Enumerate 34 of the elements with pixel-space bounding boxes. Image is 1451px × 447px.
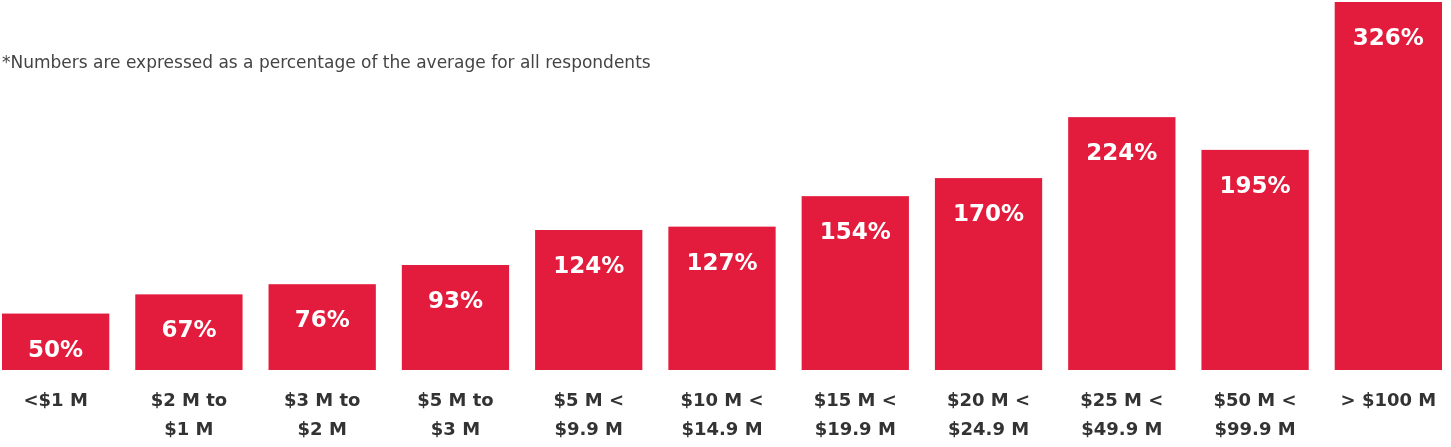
x-tick-label: $50 M < $99.9 M bbox=[1213, 389, 1297, 439]
bar bbox=[668, 226, 776, 370]
x-tick-label: $10 M < $14.9 M bbox=[680, 389, 764, 439]
bar bbox=[535, 230, 643, 370]
annotation: *Numbers are expressed as a percentage of the average for all respondents bbox=[2, 52, 651, 72]
x-tick-label: $20 M < $24.9 M bbox=[946, 389, 1031, 439]
data-label: 50% bbox=[28, 335, 84, 362]
data-label: 76% bbox=[294, 306, 350, 333]
x-tick-label: > $100 M bbox=[1340, 389, 1437, 410]
x-tick-label: $3 M to $2 M bbox=[283, 389, 361, 439]
bar bbox=[2, 313, 110, 370]
data-label: 124% bbox=[553, 252, 625, 279]
bar bbox=[268, 284, 376, 370]
data-label: 326% bbox=[1352, 24, 1424, 50]
bar bbox=[801, 196, 909, 370]
data-label: 93% bbox=[427, 287, 483, 314]
bar bbox=[1068, 117, 1176, 370]
bar bbox=[401, 265, 510, 370]
data-label: 154% bbox=[819, 218, 891, 245]
bar bbox=[1201, 149, 1309, 370]
x-tick-label: $25 M < $49.9 M bbox=[1080, 389, 1164, 439]
bar bbox=[1334, 2, 1442, 370]
bar bbox=[934, 178, 1043, 370]
bar bbox=[135, 294, 243, 370]
x-tick-label: $5 M < $9.9 M bbox=[553, 389, 625, 439]
data-label: 224% bbox=[1086, 139, 1158, 166]
x-tick-label: <$1 M bbox=[23, 389, 88, 410]
x-tick-label: $5 M to $3 M bbox=[417, 389, 494, 439]
x-tick-label: $15 M < $19.9 M bbox=[813, 389, 897, 439]
data-label: 127% bbox=[686, 248, 758, 275]
data-label: 170% bbox=[953, 200, 1025, 227]
x-tick-label: $2 M to $1 M bbox=[150, 389, 228, 439]
data-label: 195% bbox=[1219, 171, 1291, 198]
data-label: 67% bbox=[161, 316, 217, 343]
